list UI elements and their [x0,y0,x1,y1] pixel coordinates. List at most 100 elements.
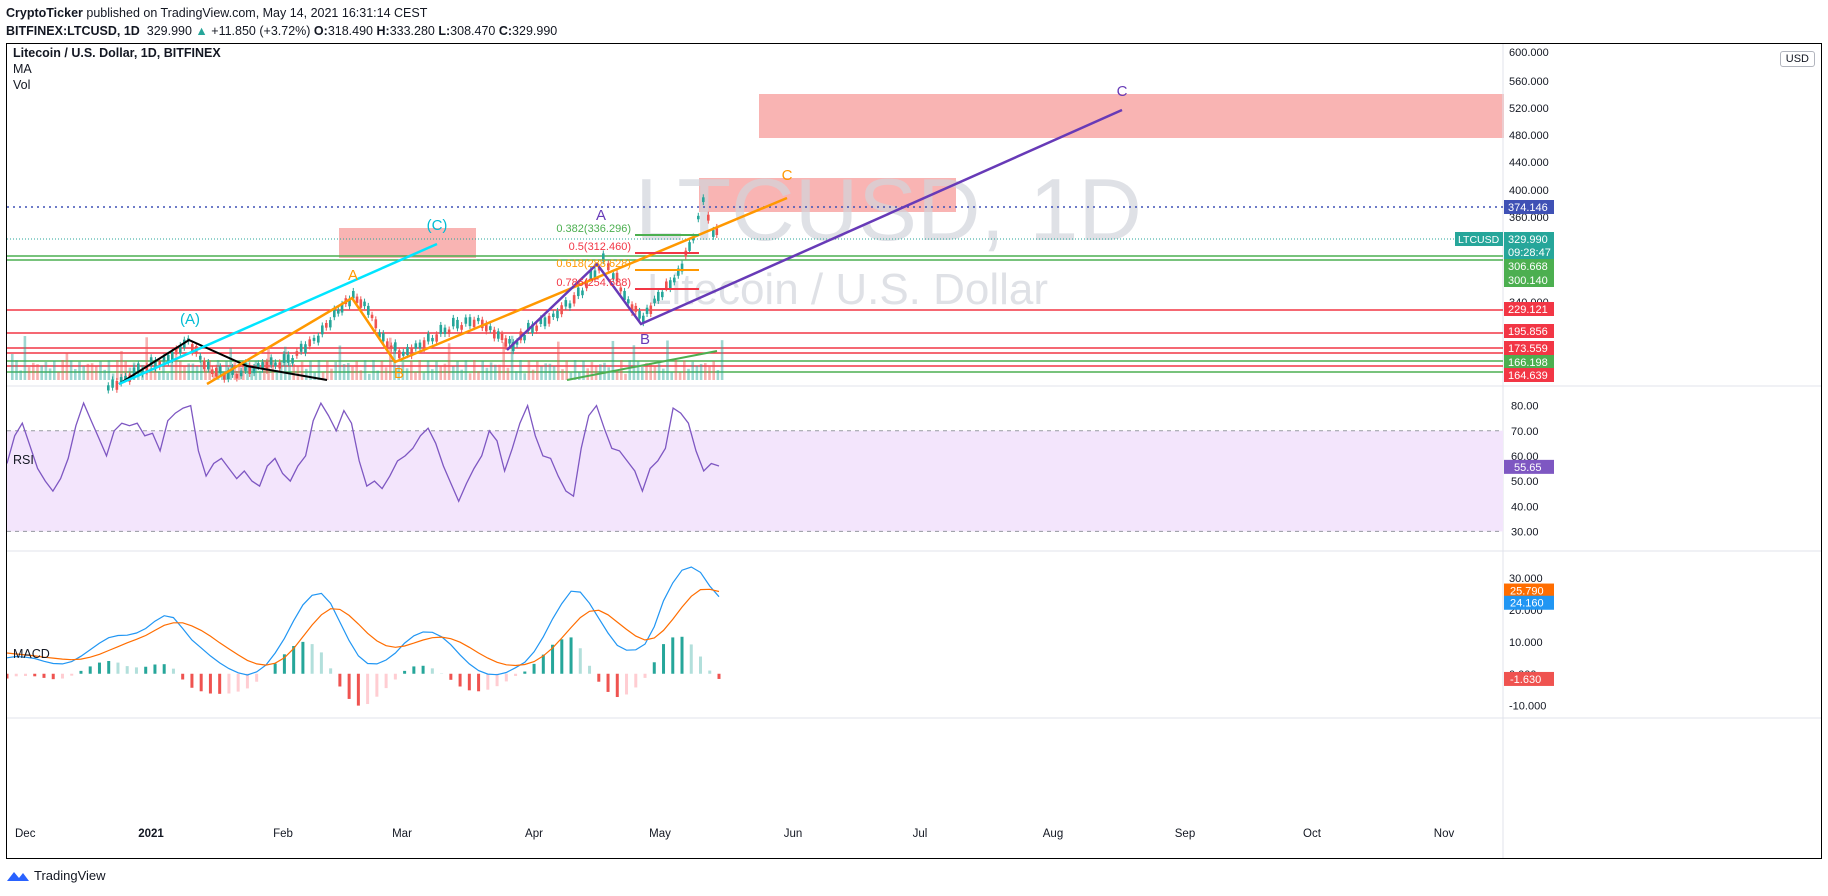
candle-body [115,380,119,390]
macd-tag-bg [1504,671,1554,686]
fib-levels: 0.382(336.296) 0.5(312.460) 0.618(288.628)… [556,223,699,290]
volume-bar [565,360,568,380]
price-tag-text: 300.140 [1508,275,1548,287]
volume-bar [359,370,363,380]
macd-histogram-bar [42,673,46,678]
volume-bar [195,366,199,380]
volume-bar [674,360,678,380]
brand-name[interactable]: TradingView [34,868,106,883]
candle-body [589,269,593,279]
volume-bar [410,360,413,380]
volume-bar [90,363,94,380]
candle-body [712,229,715,237]
candle-body [333,308,336,318]
author-name[interactable]: CryptoTicker [6,6,83,20]
low-label: L: [438,24,451,38]
chart-title[interactable]: Litecoin / U.S. Dollar, 1D, BITFINEX [13,46,221,60]
candle-body [386,341,389,350]
volume-bar [473,360,476,380]
volume-bar [44,361,48,380]
candle-body [697,215,700,220]
horizontal-levels [7,206,1503,373]
volume-bar [242,364,245,380]
volume-bar [116,360,119,380]
volume-bar [57,371,60,380]
candle-body [132,367,136,377]
macd-histogram-bar [236,673,240,692]
macd-histogram-bar [107,661,111,674]
volume-bar [645,362,648,380]
macd-histogram-bar [88,666,92,674]
candle-body [665,281,668,289]
ma-label[interactable]: MA [13,62,32,76]
candle-body [124,375,127,380]
macd-histogram-bar [273,663,277,674]
candle-body [215,367,218,377]
volume-bar [426,360,430,380]
price-tag-bg [1504,302,1554,316]
volume-bar [317,360,321,380]
volume-bar [607,367,610,380]
macd-histogram-bar [329,668,333,674]
macd-histogram-bar [301,641,305,674]
candle-body [585,281,588,289]
candle-body [394,342,397,351]
fib-level-label: 0.382(336.296) [556,223,631,235]
candle-body [235,373,239,379]
candle-body [317,335,320,343]
price-tag-text: 229.121 [1508,304,1548,316]
volume-bar [342,364,346,380]
chart-frame[interactable]: LTCUSD, 1D Litecoin / U.S. Dollar 0.382(… [6,43,1822,859]
volume-bar [380,360,384,380]
vol-label[interactable]: Vol [13,78,31,92]
macd-histogram-bar [384,673,388,689]
macd-histogram-bar [523,671,527,674]
volume-bar [536,361,539,380]
price-axis-tick: 600.000 [1509,47,1549,59]
price-axis-tick: 560.000 [1509,76,1549,88]
macd-histogram-bar [625,673,629,695]
volume-bar [334,361,337,380]
volume-bar [405,368,409,380]
rsi-label[interactable]: RSI [13,453,34,467]
volume-bar [296,365,300,380]
price-tag-text: 164.639 [1508,370,1548,382]
macd-histogram-bar [23,673,27,676]
chart-canvas[interactable]: LTCUSD, 1D Litecoin / U.S. Dollar 0.382(… [7,44,1822,859]
volume-bar [527,360,531,380]
macd-histogram-bar [699,656,703,674]
candle-body [390,345,393,349]
volume-bar [233,362,237,380]
volume-bar [464,360,468,380]
macd-histogram-bar [569,637,573,674]
volume-bar [275,370,279,380]
macd-histogram-bar [292,646,296,674]
volume-bar [418,360,421,380]
volume-bar [279,361,283,380]
macd-label[interactable]: MACD [13,647,50,661]
macd-histogram-bar [588,665,592,674]
rsi-axis-tick: 40.00 [1511,501,1539,513]
macd-histogram-bar [319,652,323,674]
candle-body [244,362,247,371]
rsi-tag-bg [1504,459,1554,474]
volume-bar [170,360,174,380]
volume-bar [447,343,451,380]
price-axis-tick: 360.000 [1509,212,1549,224]
cyan-wave-line [118,242,438,386]
volume-bar [120,350,123,380]
candle-body [472,319,476,328]
candle-body [581,290,584,296]
volume-bar [523,373,526,380]
candle-body [414,343,418,349]
macd-histogram-bar [449,673,453,680]
candle-body [162,356,166,361]
rsi-band [7,430,1503,532]
time-axis-tick: Nov [1434,828,1455,840]
currency-button[interactable]: USD [1779,51,1815,67]
orange-wave-line [206,196,788,386]
macd-histogram-bar [199,673,203,692]
volume-bar [111,373,115,380]
volume-bar [61,360,64,380]
candle-body [431,337,434,342]
